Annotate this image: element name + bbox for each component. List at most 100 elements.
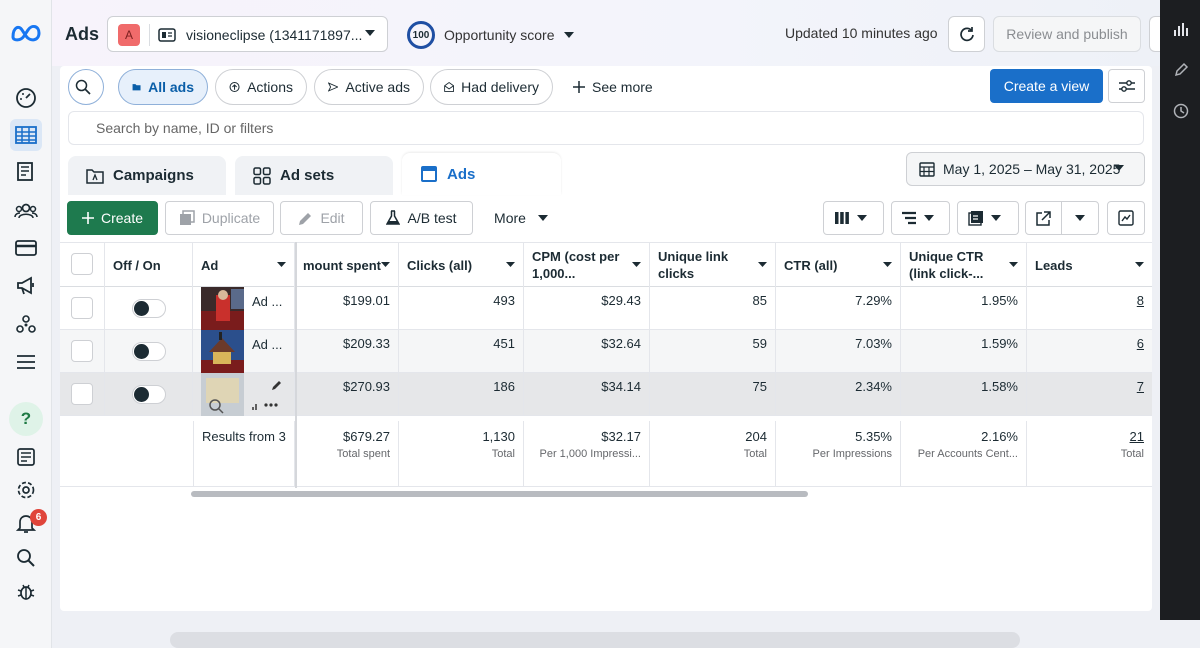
header-cpm[interactable]: CPM (cost per 1,000... — [524, 243, 650, 287]
meta-logo-icon[interactable] — [10, 22, 42, 42]
actions-filter[interactable]: Actions — [215, 69, 307, 105]
all-ads-filter[interactable]: All ads — [118, 69, 208, 105]
totals-leads-value[interactable]: 21 — [1129, 429, 1144, 444]
totals-unique-link-clicks: 204 Total — [650, 421, 776, 487]
business-suite-icon[interactable] — [10, 308, 42, 340]
more-label: More — [494, 210, 526, 226]
ad-thumbnail[interactable] — [201, 373, 244, 416]
totals-unique-ctr: 2.16% Per Accounts Cent... — [901, 421, 1027, 487]
table-row[interactable]: Ad ... $199.01 493 $29.43 85 7.29% 1.95%… — [60, 287, 1152, 330]
account-selector[interactable]: A visioneclipse (1341171897... — [107, 16, 388, 52]
date-range-picker[interactable]: May 1, 2025 – May 31, 2025 — [906, 152, 1145, 186]
header-ad-label: Ad — [201, 257, 219, 273]
header-amount-spent[interactable]: mount spent — [295, 243, 399, 287]
ad-toggle[interactable] — [132, 342, 166, 361]
header-off-on[interactable]: Off / On — [105, 243, 193, 287]
ads-manager-table-icon[interactable] — [10, 119, 42, 151]
horizontal-scrollbar[interactable] — [191, 491, 808, 497]
pencil-icon[interactable] — [1170, 59, 1192, 81]
create-button[interactable]: Create — [67, 201, 158, 235]
review-and-publish-button[interactable]: Review and publish — [993, 16, 1141, 52]
ad-toggle[interactable] — [132, 299, 166, 318]
header-unique-ctr[interactable]: Unique CTR (link click-... — [901, 243, 1027, 287]
header-ad[interactable]: Ad — [193, 243, 295, 287]
edit-button[interactable]: Edit — [280, 201, 363, 235]
opportunity-score[interactable]: 100 Opportunity score — [407, 21, 574, 49]
news-feed-icon[interactable] — [10, 441, 42, 473]
table-row[interactable]: Ad ... $209.33 451 $32.64 59 7.03% 1.59%… — [60, 330, 1152, 373]
tab-ads[interactable]: Ads — [402, 153, 561, 195]
more-button[interactable]: More — [481, 201, 561, 235]
settings-gear-icon[interactable] — [10, 474, 42, 506]
create-view-button[interactable]: Create a view — [990, 69, 1103, 103]
see-more-filters[interactable]: See more — [560, 69, 670, 105]
clicks-cell: 493 — [399, 287, 524, 330]
header-leads[interactable]: Leads — [1027, 243, 1152, 287]
ad-thumbnail[interactable] — [201, 330, 244, 373]
leads-cell[interactable]: 8 — [1136, 293, 1144, 308]
export-dropdown-button[interactable] — [1061, 201, 1099, 235]
search-button[interactable] — [68, 69, 104, 105]
search-input[interactable]: Search by name, ID or filters — [68, 111, 1144, 145]
billing-card-icon[interactable] — [10, 232, 42, 264]
menu-hamburger-icon[interactable] — [10, 346, 42, 378]
help-icon[interactable]: ? — [9, 402, 43, 436]
tab-campaigns[interactable]: Campaigns — [68, 156, 226, 195]
view-charts-button[interactable] — [1107, 201, 1145, 235]
search-icon[interactable] — [10, 542, 42, 574]
reports-button[interactable] — [957, 201, 1019, 235]
header-clicks-label: Clicks (all) — [407, 257, 473, 273]
columns-button[interactable] — [823, 201, 884, 235]
ad-toggle[interactable] — [132, 385, 166, 404]
refresh-button[interactable] — [948, 16, 985, 52]
clicks-cell: 451 — [399, 330, 524, 373]
leads-cell[interactable]: 7 — [1136, 379, 1144, 394]
insights-bar-icon[interactable] — [252, 402, 260, 410]
select-all-checkbox[interactable] — [71, 253, 93, 275]
leads-cell[interactable]: 6 — [1136, 336, 1144, 351]
toggle-cell — [105, 373, 193, 416]
calendar-icon — [919, 162, 935, 177]
tab-campaigns-label: Campaigns — [113, 167, 194, 184]
breakdown-button[interactable] — [891, 201, 950, 235]
ad-name[interactable]: Ad ... — [252, 294, 283, 309]
header-unique-ctr-label: Unique CTR (link click-... — [909, 249, 984, 281]
totals-cpm-sub: Per 1,000 Impressi... — [539, 448, 642, 460]
more-options-icon[interactable] — [264, 402, 278, 408]
had-delivery-filter[interactable]: Had delivery — [430, 69, 553, 105]
active-ads-filter[interactable]: Active ads — [314, 69, 424, 105]
taskbar-edge — [170, 632, 1020, 648]
dashboard-icon[interactable] — [10, 82, 42, 114]
search-icon — [75, 79, 91, 95]
header-unique-link-clicks[interactable]: Unique link clicks — [650, 243, 776, 287]
ad-name[interactable]: Ad ... — [252, 337, 283, 352]
bug-report-icon[interactable] — [10, 576, 42, 608]
ad-thumbnail[interactable] — [201, 287, 244, 330]
totals-unique-link-clicks-sub: Total — [743, 448, 767, 460]
totals-leads-sub: Total — [1120, 448, 1144, 460]
row-checkbox[interactable] — [71, 340, 93, 362]
bar-chart-icon[interactable] — [1170, 18, 1192, 40]
row-checkbox[interactable] — [71, 383, 93, 405]
export-button[interactable] — [1025, 201, 1062, 235]
chevron-down-icon — [856, 214, 867, 221]
pages-icon[interactable] — [10, 156, 42, 188]
ctr-cell: 7.29% — [776, 287, 901, 330]
row-checkbox[interactable] — [71, 297, 93, 319]
view-settings-button[interactable] — [1108, 69, 1145, 103]
header-clicks[interactable]: Clicks (all) — [399, 243, 524, 287]
duplicate-button[interactable]: Duplicate — [165, 201, 274, 235]
header-ctr[interactable]: CTR (all) — [776, 243, 901, 287]
campaigns-megaphone-icon[interactable] — [10, 270, 42, 302]
right-side-panel — [1160, 0, 1200, 620]
ab-test-button[interactable]: A/B test — [370, 201, 473, 235]
edit-ad-pencil-icon[interactable] — [271, 379, 283, 391]
table-row[interactable]: $270.93 186 $34.14 75 2.34% 1.58% 7 — [60, 373, 1152, 416]
audiences-icon[interactable] — [10, 195, 42, 227]
header-leads-label: Leads — [1035, 257, 1073, 273]
more-options-button[interactable] — [1149, 16, 1160, 52]
history-clock-icon[interactable] — [1170, 100, 1192, 122]
breakdown-icon — [901, 211, 916, 225]
tab-ad-sets[interactable]: Ad sets — [235, 156, 393, 195]
chevron-down-icon — [1009, 262, 1018, 267]
